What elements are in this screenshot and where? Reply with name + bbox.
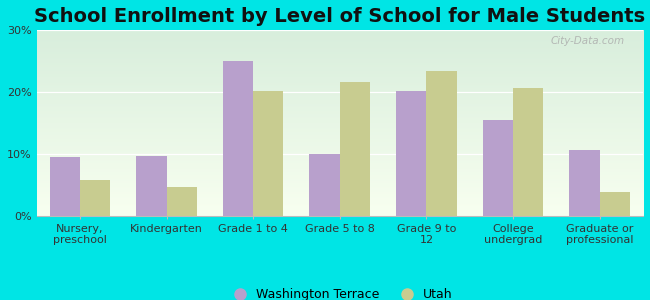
Bar bbox=[396, 91, 426, 216]
Title: School Enrollment by Level of School for Male Students: School Enrollment by Level of School for… bbox=[34, 7, 645, 26]
Bar bbox=[340, 82, 370, 216]
Bar bbox=[80, 180, 111, 216]
Bar bbox=[49, 157, 80, 216]
Legend: Washington Terrace, Utah: Washington Terrace, Utah bbox=[222, 283, 458, 300]
Bar bbox=[253, 91, 283, 216]
Bar bbox=[166, 187, 197, 216]
Bar bbox=[309, 154, 340, 216]
Bar bbox=[600, 192, 630, 216]
Text: City-Data.com: City-Data.com bbox=[551, 36, 625, 46]
Bar bbox=[483, 120, 513, 216]
Bar bbox=[426, 70, 457, 216]
Bar bbox=[223, 61, 253, 216]
Bar bbox=[513, 88, 543, 216]
Bar bbox=[569, 150, 600, 216]
Bar bbox=[136, 156, 166, 216]
